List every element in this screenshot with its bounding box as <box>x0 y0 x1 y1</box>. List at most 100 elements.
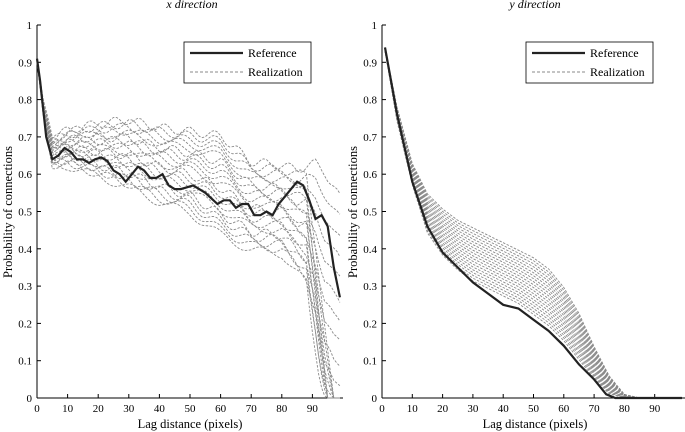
legend-y: Reference Realization <box>525 41 654 84</box>
x-tick-label: 30 <box>123 403 135 415</box>
realization-line <box>384 49 682 399</box>
y-tick-label: 0.2 <box>18 318 32 330</box>
y-tick-label: 0.8 <box>18 95 32 107</box>
x-axis-title: Lag distance (pixels) <box>483 417 588 431</box>
panel-y-direction: y direction 0 10 20 30 40 50 60 70 80 90 0 0.1 0.2 0.… <box>346 0 685 431</box>
realization-line <box>36 60 341 322</box>
y-tick-label: 0.3 <box>18 281 32 293</box>
y-tick-label: 0.6 <box>18 169 32 181</box>
legend-reference-label: Reference <box>248 46 297 60</box>
legend-realization-label: Realization <box>590 65 645 79</box>
x-tick-label: 50 <box>528 403 540 415</box>
realization-line <box>384 48 682 399</box>
y-tick-label: 0 <box>372 393 378 405</box>
legend-box <box>525 41 654 84</box>
realization-line <box>36 61 340 399</box>
realization-lines-y <box>384 47 682 399</box>
y-tick-label: 0.9 <box>363 57 377 69</box>
realization-line <box>36 61 341 367</box>
realization-line <box>36 59 340 399</box>
realization-line <box>384 49 682 399</box>
y-tick-label: 0.1 <box>18 356 32 368</box>
realization-line <box>36 59 340 399</box>
reference-line-y <box>383 47 682 400</box>
realization-line <box>384 48 682 399</box>
realization-line <box>36 61 340 399</box>
x-tick-label: 80 <box>619 403 631 415</box>
realization-line <box>384 50 682 399</box>
x-tick-label: 80 <box>276 403 288 415</box>
realization-line <box>384 50 682 399</box>
realization-lines-x <box>36 58 341 399</box>
x-axis-title: Lag distance (pixels) <box>138 417 243 431</box>
x-tick-label: 70 <box>589 403 601 415</box>
realization-line <box>36 60 340 399</box>
x-tick-label: 60 <box>215 403 227 415</box>
y-tick-label: 0.2 <box>363 318 377 330</box>
realization-line <box>36 58 341 215</box>
x-tick-label: 90 <box>307 403 319 415</box>
y-tick-label: 0.4 <box>18 244 32 256</box>
y-tick-label: 0.5 <box>363 207 377 219</box>
x-tick-label: 40 <box>154 403 166 415</box>
y-tick-label: 0.6 <box>363 169 377 181</box>
y-axis-title: Probability of connections <box>346 146 360 278</box>
realization-line <box>384 47 682 399</box>
realization-line <box>384 47 682 399</box>
realization-line <box>384 47 682 399</box>
y-tick-label: 0.1 <box>363 356 377 368</box>
y-tick-label: 1 <box>372 20 378 32</box>
y-axis-title: Probability of connections <box>1 146 15 278</box>
realization-line <box>384 48 682 399</box>
y-tick-label: 0 <box>27 393 33 405</box>
reference-line-x <box>35 58 341 298</box>
x-tick-label: 20 <box>93 403 105 415</box>
realization-line <box>384 48 682 399</box>
x-tick-label: 40 <box>498 403 510 415</box>
realization-line <box>36 58 340 399</box>
y-tick-label: 1 <box>27 20 33 32</box>
legend-realization-label: Realization <box>248 65 303 79</box>
x-tick-label: 0 <box>34 403 40 415</box>
realization-line <box>36 59 341 236</box>
realization-line <box>384 50 682 399</box>
x-tick-label: 70 <box>246 403 258 415</box>
panel-x-direction: x direction 0 10 20 30 40 50 60 70 80 90 0 0.1 0.2 0.… <box>1 0 343 431</box>
legend-box <box>183 41 312 84</box>
ticks-x-panel: 0 10 20 30 40 50 60 70 80 90 0 0.1 0.2 0.3 0.4 0.5 0.6 0.… <box>18 20 318 415</box>
panel-title: x direction <box>165 0 217 11</box>
y-tick-label: 0.3 <box>363 281 377 293</box>
x-tick-label: 60 <box>558 403 570 415</box>
realization-line <box>384 47 682 399</box>
legend-reference-label: Reference <box>590 46 639 60</box>
realization-line <box>384 50 682 399</box>
x-tick-label: 90 <box>649 403 661 415</box>
x-tick-label: 0 <box>379 403 385 415</box>
y-tick-label: 0.8 <box>363 95 377 107</box>
x-tick-label: 50 <box>185 403 197 415</box>
x-tick-label: 10 <box>407 403 419 415</box>
y-tick-label: 0.7 <box>363 132 377 144</box>
realization-line <box>36 59 341 257</box>
realization-line <box>36 62 340 399</box>
x-tick-label: 30 <box>467 403 479 415</box>
realization-line <box>384 49 682 399</box>
realization-line <box>36 61 341 387</box>
y-tick-label: 0.9 <box>18 57 32 69</box>
realization-line <box>384 48 682 399</box>
realization-line <box>36 58 341 194</box>
y-tick-label: 0.5 <box>18 207 32 219</box>
panel-title: y direction <box>508 0 560 11</box>
realization-line <box>36 60 340 399</box>
legend-x: Reference Realization <box>183 41 312 84</box>
y-tick-label: 0.4 <box>363 244 377 256</box>
realization-line <box>36 61 341 341</box>
realization-line <box>384 50 682 399</box>
ticks-y-panel: 0 10 20 30 40 50 60 70 80 90 0 0.1 0.2 0.3 0.4 0.5 0.6 0.… <box>363 20 660 415</box>
x-tick-label: 10 <box>62 403 74 415</box>
realization-line <box>36 61 340 399</box>
y-tick-label: 0.7 <box>18 132 32 144</box>
x-tick-label: 20 <box>437 403 449 415</box>
realization-line <box>36 59 340 399</box>
